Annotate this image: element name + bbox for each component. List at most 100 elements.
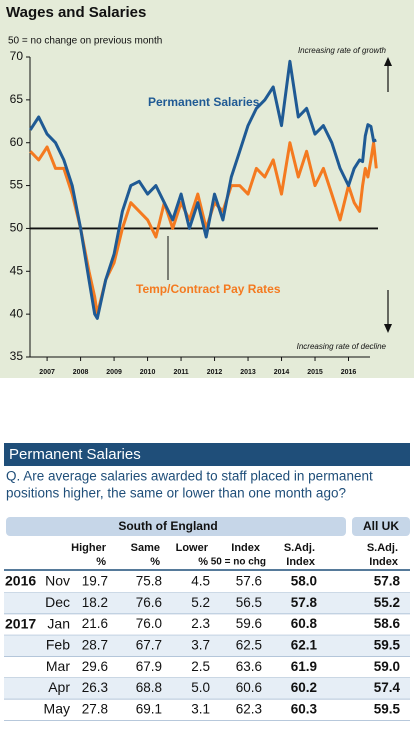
cell: 5.2 [191, 595, 210, 610]
x-tick-label: 2011 [173, 369, 188, 376]
cell: 69.1 [136, 701, 162, 716]
cell: 5.0 [191, 680, 210, 695]
y-tick-label: 60 [10, 135, 24, 149]
x-tick-label: 2008 [73, 369, 89, 376]
column-header: Index [369, 556, 399, 568]
row-year: 2016 [5, 573, 36, 589]
cell: 58.6 [374, 616, 401, 631]
cell: 59.5 [374, 637, 401, 652]
cell: 26.3 [82, 680, 108, 695]
cell: 57.8 [291, 595, 318, 610]
cell: 61.9 [291, 659, 317, 674]
cell: 27.8 [82, 701, 108, 716]
cell: 60.8 [291, 616, 318, 631]
cell: 2.3 [191, 616, 210, 631]
cell: 29.6 [82, 659, 108, 674]
row-month: Mar [46, 658, 70, 674]
cell: 3.7 [191, 637, 210, 652]
annotation: Increasing rate of decline [297, 342, 387, 351]
row-month: May [44, 701, 70, 717]
table: Higher% Same% Lower% Index 50 = no chg S.Adj.… [4, 542, 410, 721]
column-header: % [198, 556, 208, 568]
question: positions higher, the same or lower than… [6, 486, 346, 501]
group-label: South of England [118, 519, 217, 533]
y-tick-label: 70 [10, 49, 24, 63]
series-label: Permanent Salaries [148, 95, 260, 109]
arrow-head [384, 57, 392, 66]
chart-subtitle: 50 = no change on previous month [8, 36, 162, 47]
y-tick-label: 65 [10, 92, 24, 106]
plot: 35 40 45 50 55 60 65 70 2007 2008 2009 2010 2011 2012… [10, 49, 378, 376]
column-header: Index [286, 556, 316, 568]
arrow-head [384, 324, 392, 333]
cell: 60.3 [291, 701, 318, 716]
cell: 60.6 [236, 680, 262, 695]
row-month: Dec [45, 594, 70, 610]
x-tick-label: 2012 [207, 369, 223, 376]
question: Q. Are average salaries awarded to staff… [6, 469, 373, 484]
column-header: 50 = no chg [211, 557, 266, 568]
series-label: Temp/Contract Pay Rates [136, 282, 281, 296]
cell: 55.2 [374, 595, 400, 610]
x-tick-label: 2013 [240, 369, 256, 376]
x-tick-label: 2010 [140, 369, 156, 376]
row-band [4, 592, 410, 614]
x-tick-label: 2007 [39, 369, 55, 376]
y-tick-label: 50 [10, 221, 24, 235]
column-header: Higher [71, 542, 107, 554]
cell: 21.6 [82, 616, 108, 631]
column-header: % [96, 556, 106, 568]
cell: 68.8 [136, 680, 162, 695]
cell: 62.3 [236, 701, 262, 716]
column-header: S.Adj. [284, 542, 315, 554]
cell: 56.5 [236, 595, 262, 610]
x-tick-label: 2015 [307, 369, 323, 376]
section-header [4, 443, 410, 466]
cell: 57.4 [374, 680, 401, 695]
cell: 19.7 [82, 574, 108, 589]
cell: 4.5 [191, 574, 210, 589]
row-band [4, 677, 410, 700]
cell: 60.2 [291, 680, 317, 695]
column-header: S.Adj. [367, 542, 398, 554]
chart-background [0, 0, 414, 378]
cell: 58.0 [291, 574, 317, 589]
cell: 3.1 [191, 701, 210, 716]
series-line [29, 59, 377, 320]
cell: 59.0 [374, 659, 400, 674]
row-band [4, 635, 410, 657]
row-month: Nov [45, 573, 70, 589]
cell: 63.6 [236, 659, 262, 674]
cell: 62.1 [291, 637, 318, 652]
cell: 62.5 [236, 637, 262, 652]
x-tick-label: 2014 [274, 369, 290, 376]
cell: 28.7 [82, 637, 108, 652]
column-header: Lower [176, 542, 209, 554]
x-tick-label: 2016 [341, 369, 357, 376]
cell: 76.0 [136, 616, 162, 631]
row-month: Feb [46, 637, 70, 653]
column-header: Index [231, 542, 261, 554]
row-month: Apr [48, 679, 70, 695]
y-tick-label: 55 [10, 178, 24, 192]
cell: 76.6 [136, 595, 162, 610]
section-title: Permanent Salaries [9, 446, 141, 463]
x-tick-label: 2009 [106, 369, 122, 376]
cell: 2.5 [191, 659, 210, 674]
annotation: Increasing rate of growth [298, 46, 387, 55]
cell: 59.5 [374, 701, 401, 716]
y-tick-label: 35 [10, 349, 24, 363]
column-header: % [150, 556, 160, 568]
row-year: 2017 [5, 615, 36, 631]
chart-title: Wages and Salaries [6, 4, 146, 21]
row-month: Jan [47, 615, 70, 631]
cell: 18.2 [82, 595, 108, 610]
group-header [352, 517, 410, 536]
cell: 67.7 [136, 637, 162, 652]
y-tick-label: 45 [10, 263, 24, 277]
cell: 75.8 [136, 574, 162, 589]
cell: 59.6 [236, 616, 262, 631]
group-header [6, 517, 346, 536]
column-header: Same [131, 542, 160, 554]
